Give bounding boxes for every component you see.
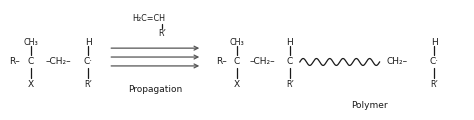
Text: X: X (27, 80, 34, 89)
Text: C: C (234, 57, 240, 66)
Text: Polymer: Polymer (351, 101, 388, 110)
Text: C·: C· (84, 57, 93, 66)
Text: R–: R– (216, 57, 227, 66)
Text: C: C (27, 57, 34, 66)
Text: CH₂–: CH₂– (387, 57, 408, 66)
Text: –CH₂–: –CH₂– (46, 57, 71, 66)
Text: R’: R’ (430, 80, 438, 89)
Text: R’: R’ (286, 80, 294, 89)
Text: H: H (286, 38, 293, 47)
Text: CH₃: CH₃ (23, 38, 38, 47)
Text: –CH₂–: –CH₂– (249, 57, 275, 66)
Text: H₂C=CH: H₂C=CH (132, 14, 165, 23)
Text: CH₃: CH₃ (229, 38, 245, 47)
Text: R–: R– (9, 57, 19, 66)
Text: H: H (85, 38, 92, 47)
Text: C: C (287, 57, 293, 66)
Text: R’: R’ (158, 29, 166, 38)
Text: C·: C· (430, 57, 439, 66)
Text: H: H (431, 38, 438, 47)
Text: X: X (234, 80, 240, 89)
Text: Propagation: Propagation (128, 85, 182, 94)
Text: R’: R’ (84, 80, 92, 89)
